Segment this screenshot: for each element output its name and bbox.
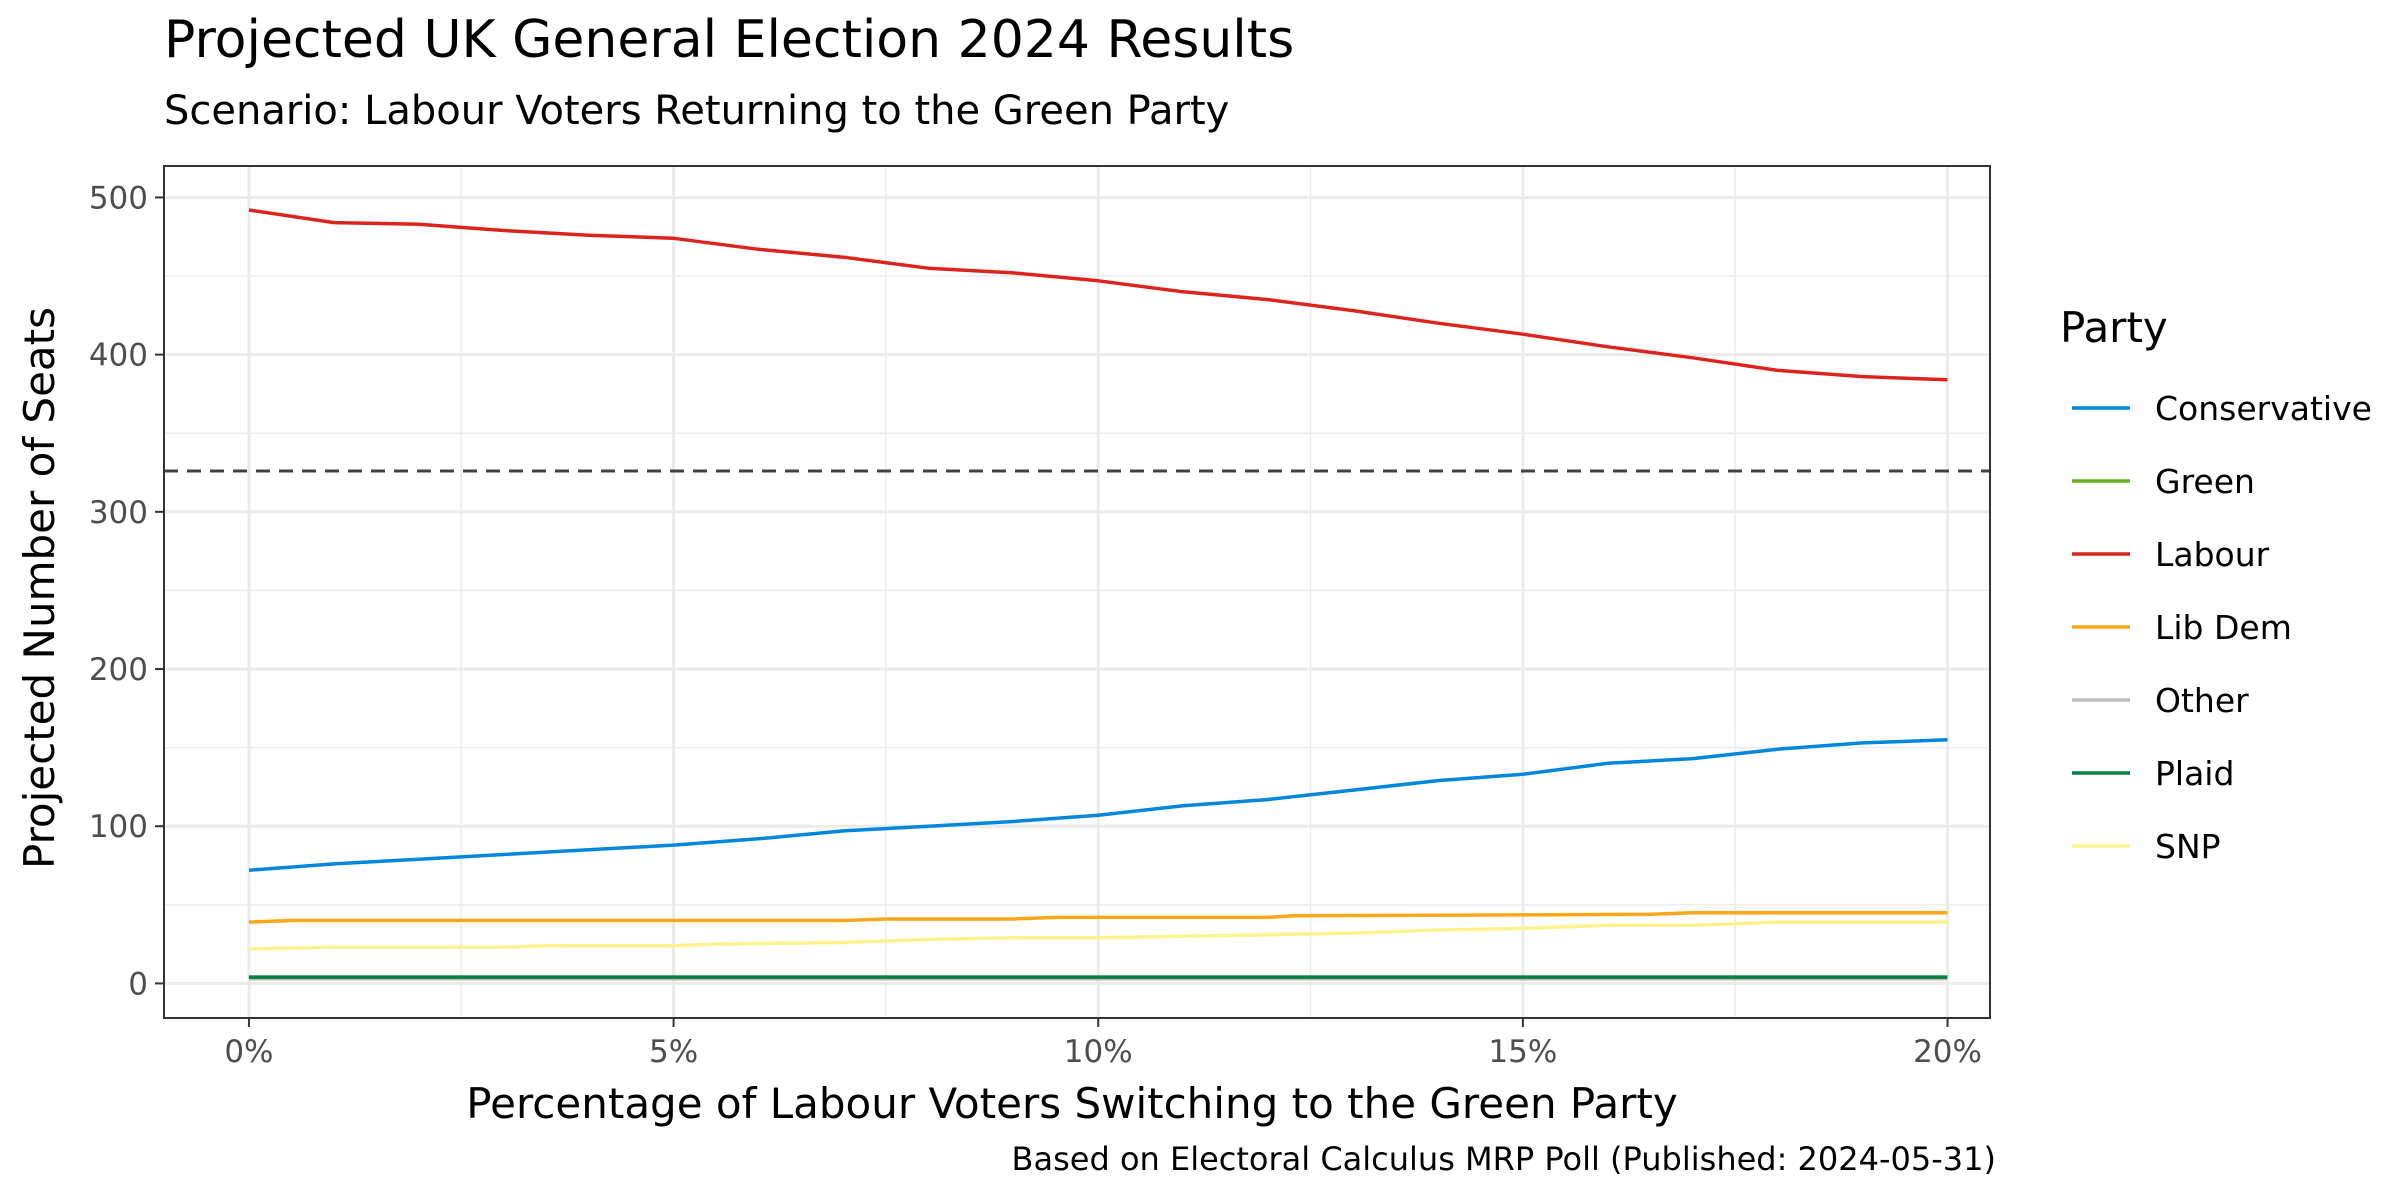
x-tick-label: 10% [1064,1034,1133,1070]
chart-caption: Based on Electoral Calculus MRP Poll (Pu… [1011,1140,1996,1178]
legend-label-conservative: Conservative [2155,389,2372,428]
chart-title: Projected UK General Election 2024 Resul… [164,10,1295,70]
x-axis-ticks: 0% 5% 10% 15% 20% [224,1018,1982,1070]
y-tick-label: 100 [89,809,148,845]
legend-title: Party [2060,303,2168,352]
series-lines [248,208,1948,981]
legend-label-green: Green [2155,462,2255,501]
legend-items: Conservative Green Labour Lib Dem Other Plaid… [2072,389,2372,866]
y-axis-ticks: 0 100 200 300 400 500 [89,180,164,1002]
series-line-snp [248,920,1948,951]
y-tick-label: 400 [89,338,148,374]
y-tick-label: 300 [89,495,148,531]
y-axis-title: Projected Number of Seats [15,307,64,869]
minor-gridlines [164,166,1990,1018]
x-axis-title: Percentage of Labour Voters Switching to… [466,1079,1677,1128]
x-tick-label: 0% [224,1034,273,1070]
legend-label-labour: Labour [2155,535,2270,574]
series-line-conservative [248,738,1948,872]
y-tick-label: 500 [89,180,148,216]
chart-subtitle: Scenario: Labour Voters Returning to the… [164,88,1230,134]
x-tick-label: 15% [1488,1034,1557,1070]
major-gridlines [164,166,1990,1018]
legend-label-snp: SNP [2155,827,2221,866]
series-line-lib-dem [248,910,1948,924]
plot-panel-border [163,165,1991,1019]
x-tick-label: 5% [649,1034,698,1070]
legend-label-plaid: Plaid [2155,754,2234,793]
legend-label-other: Other [2155,681,2249,720]
y-tick-label: 0 [128,966,148,1002]
legend: Party Conservative Green Labour Lib Dem Othe… [2060,303,2372,866]
x-tick-label: 20% [1913,1034,1982,1070]
series-line-labour [248,208,1948,382]
legend-label-lib-dem: Lib Dem [2155,608,2292,647]
y-tick-label: 200 [89,652,148,688]
